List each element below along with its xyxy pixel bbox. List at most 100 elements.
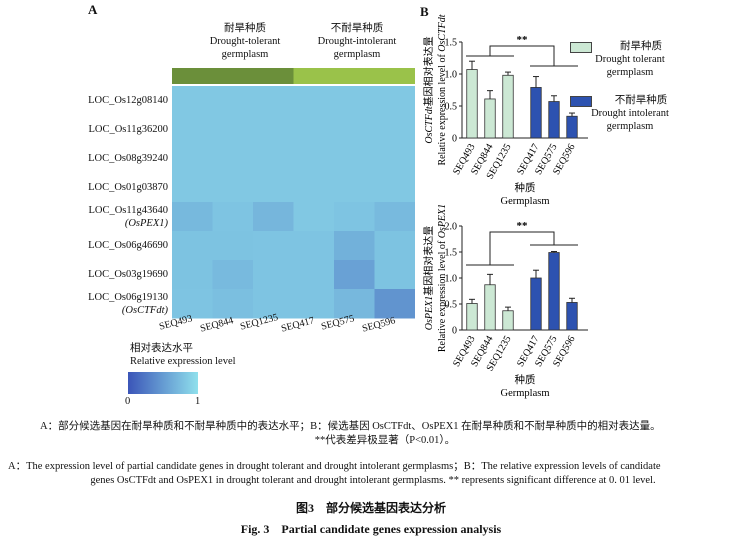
caption-en-line1: A：The expression level of partial candid… [8,461,661,472]
y-axis-title-zh: OsCTFdt基因相对表达量 [422,36,435,143]
y-tick-label: 1.0 [445,70,458,81]
heatmap-cell [212,231,254,261]
legend-b-intolerant-en2: germplasm [606,121,654,132]
group-header-intolerant-en1: Drought-intolerant [317,36,397,47]
heatmap-cell [253,289,294,319]
heatmap-cell [293,115,335,145]
significance-label: ** [517,220,529,232]
legend-b-tolerant-en1: Drought tolerant [595,54,665,65]
legend-min: 0 [125,396,131,407]
figure-title-en: Fig. 3 Partial candidate genes expressio… [240,522,502,536]
heatmap-legend: 相对表达水平 Relative expression level [130,342,236,368]
heatmap-cell [293,144,335,174]
legend-title-en: Relative expression level [130,356,236,367]
legend-b-tolerant-zh: 耐旱种质 [620,41,662,52]
group-header-intolerant: 不耐旱种质 Drought-intolerant germplasm [298,22,416,61]
heatmap-cell [253,115,294,145]
heatmap-cell [293,202,335,232]
heatmap-cell [334,231,375,261]
heatmap-cell [253,86,294,116]
heatmap-cell [172,144,213,174]
heatmap-cell [253,144,294,174]
heatmap-cell [374,289,415,319]
legend-b-tolerant-en2: germplasm [606,67,654,78]
heatmap-cell [374,202,415,232]
heatmap-cell [293,86,335,116]
heatmap-cell [374,86,415,116]
heatmap-cell [293,173,335,203]
bracket-compare [489,231,555,265]
gene-label: LOC_Os06g46690 [88,240,168,251]
group-header-tolerant-en2: germplasm [221,49,269,60]
bar [484,98,496,139]
bar [502,310,514,331]
bracket-compare [489,45,555,66]
heatmap-cell [374,115,415,145]
heatmap-cell [293,231,335,261]
heatmap-cell [172,173,213,203]
bar [466,69,478,139]
group-header-intolerant-en2: germplasm [333,49,381,60]
group-header-tolerant-en1: Drought-tolerant [209,36,281,47]
legend-title-zh: 相对表达水平 [130,343,193,354]
bar [530,87,542,139]
heatmap-cell [253,173,294,203]
heatmap-cell [212,289,254,319]
bar [566,302,578,331]
heatmap-cell [172,115,213,145]
y-tick-label: 0.5 [445,102,458,113]
caption-en-line2: genes OsCTFdt and OsPEX1 in drought tole… [90,475,656,486]
legend-b-tolerant-text: 耐旱种质 Drought tolerant germplasm [580,40,680,79]
heatmap-cell [293,260,335,290]
heatmap-cell [334,289,375,319]
heatmap-cell [334,86,375,116]
heatmap-cell [253,260,294,290]
bar [502,74,514,139]
gene-label: LOC_Os06g19130 (OsCTFdt) [88,291,168,316]
gene-label: LOC_Os01g03870 [88,182,168,193]
y-tick-label: 0.5 [445,300,458,311]
gene-label: LOC_Os11g36200 [88,124,168,135]
y-tick-label: 0 [452,326,457,337]
group-header-tolerant-zh: 耐旱种质 [224,23,266,34]
x-axis-title-en: Germplasm [501,388,550,399]
heatmap-cell [212,115,254,145]
bar [566,115,578,139]
heatmap-cell [374,260,415,290]
group-bar-tolerant [172,68,294,84]
y-axis-title-zh: OsPEX1基因相对表达量 [422,226,435,330]
heatmap-cell [172,289,213,319]
heatmap-cell [253,231,294,261]
caption-zh: A：部分候选基因在耐旱种质和不耐旱种质中的表达水平；B：候选基因 OsCTFdt… [40,420,730,448]
heatmap-cell [293,289,335,319]
legend-colorbar [128,372,198,394]
bar [466,303,478,331]
heatmap-cell [172,231,213,261]
significance-label: ** [517,34,529,46]
y-tick-label: 1.5 [445,38,458,49]
legend-max: 1 [195,396,201,407]
heatmap-cell [374,173,415,203]
heatmap [172,68,415,319]
group-header-intolerant-zh: 不耐旱种质 [330,23,384,34]
legend-b-intolerant-zh: 不耐旱种质 [614,95,668,106]
gene-label: LOC_Os12g08140 [88,95,168,106]
heatmap-cell [172,260,213,290]
legend-b-intolerant-text: 不耐旱种质 Drought intolerant germplasm [580,94,680,133]
heatmap-cell [334,115,375,145]
legend-b-intolerant-swatch [570,96,592,107]
caption-zh-line1: A：部分候选基因在耐旱种质和不耐旱种质中的表达水平；B：候选基因 OsCTFdt… [40,421,661,432]
bar [548,101,560,139]
heatmap-cell [212,202,254,232]
bar [530,277,542,331]
x-axis-title-zh: 种质 [515,181,536,194]
heatmap-cell [212,260,254,290]
gene-label: LOC_Os11g43640 (OsPEX1) [88,204,168,229]
heatmap-cell [374,144,415,174]
heatmap-cell [212,173,254,203]
caption-zh-line2: **代表差异极显著（P<0.01）。 [314,435,456,446]
heatmap-cell [334,260,375,290]
legend-b-intolerant-en1: Drought intolerant [591,108,669,119]
